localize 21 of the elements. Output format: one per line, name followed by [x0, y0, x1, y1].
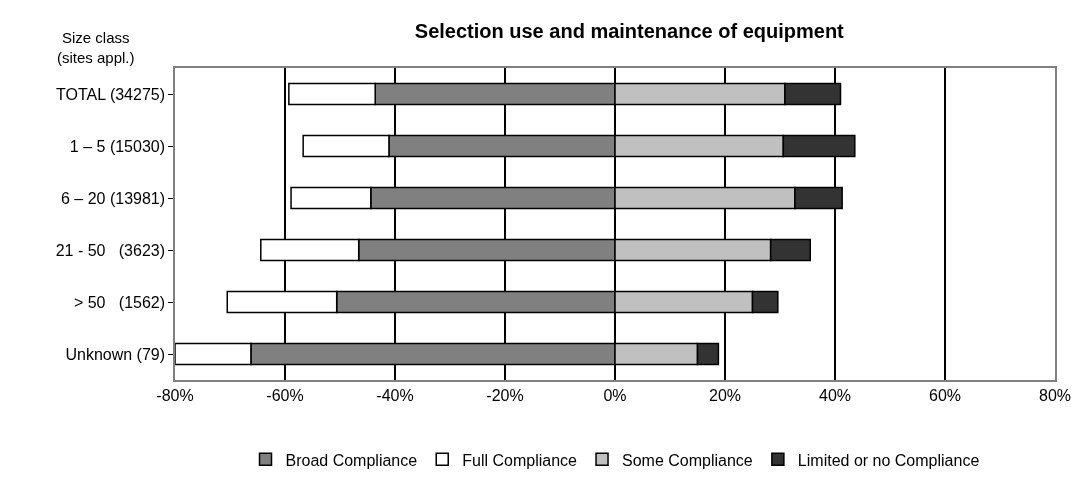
chart-title: Selection use and maintenance of equipment	[414, 20, 845, 43]
legend-label: Broad Compliance	[285, 451, 418, 469]
y-tick-label: Unknown (79)	[65, 345, 166, 363]
x-tick-label: 20%	[708, 386, 742, 404]
x-tick-label: 0%	[603, 386, 627, 404]
y-tick-label: > 50 (1562)	[73, 293, 166, 311]
y-tick-label: TOTAL (34275)	[55, 85, 166, 103]
legend-label: Some Compliance	[622, 451, 753, 469]
y-tick-label: 21 - 50 (3623)	[55, 241, 166, 259]
x-tick-label: 80%	[1038, 386, 1072, 404]
y-tick-label: 6 – 20 (13981)	[60, 189, 166, 207]
legend-label: Full Compliance	[462, 451, 578, 469]
x-tick-label: 40%	[818, 386, 852, 404]
x-tick-label: -40%	[376, 386, 414, 404]
y-axis-title: Size class (sites appl.)	[57, 29, 135, 66]
y-tick-label: 1 – 5 (15030)	[69, 137, 166, 155]
x-tick-label: -60%	[266, 386, 304, 404]
x-tick-label: -80%	[156, 386, 194, 404]
legend-label: Limited or no Compliance	[797, 451, 980, 469]
x-tick-label: -20%	[486, 386, 524, 404]
x-tick-label: 60%	[928, 386, 962, 404]
